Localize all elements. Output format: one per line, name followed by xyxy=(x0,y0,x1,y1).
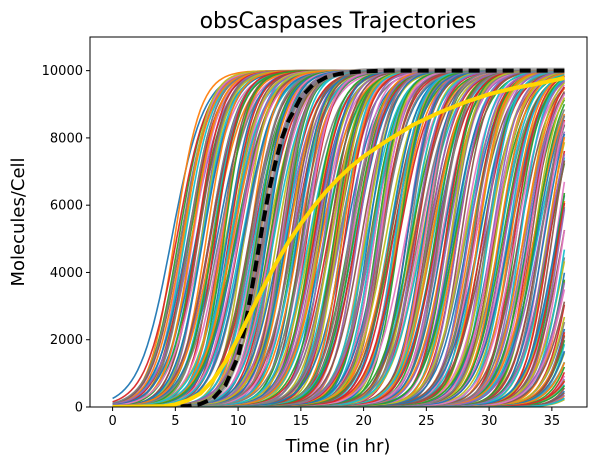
trajectory-line xyxy=(112,70,565,407)
trajectory-line xyxy=(112,74,565,407)
trajectory-line xyxy=(112,195,566,407)
trajectory-line xyxy=(112,99,566,407)
trajectory-line xyxy=(112,109,566,407)
trajectory-line xyxy=(112,79,565,407)
y-tick-label: 10000 xyxy=(42,64,83,79)
trajectory-line xyxy=(112,125,566,407)
trajectory-line xyxy=(112,163,566,407)
trajectory-line xyxy=(112,70,565,407)
trajectory-line xyxy=(112,92,566,407)
trajectory-line xyxy=(112,153,566,407)
trajectory-line xyxy=(112,75,565,407)
solid-series-line xyxy=(112,76,565,407)
y-axis-ticks: 0 2000 4000 6000 8000 10000 xyxy=(42,64,90,416)
x-tick-label: 15 xyxy=(293,414,310,429)
y-tick-label: 6000 xyxy=(50,199,83,214)
trajectory-line xyxy=(112,75,565,407)
trajectory-line xyxy=(112,77,565,407)
x-tick-label: 5 xyxy=(171,414,179,429)
trajectory-line xyxy=(112,70,565,407)
x-tick-label: 20 xyxy=(355,414,372,429)
y-axis-label: Molecules/Cell xyxy=(8,157,29,286)
trajectory-line xyxy=(112,78,565,407)
x-tick-label: 25 xyxy=(418,414,435,429)
trajectory-line xyxy=(112,70,565,407)
trajectory-line xyxy=(112,103,566,407)
y-tick-label: 0 xyxy=(75,401,83,416)
dashed-series-line xyxy=(112,68,565,407)
trajectory-line xyxy=(112,70,565,407)
x-tick-label: 30 xyxy=(481,414,498,429)
trajectory-line xyxy=(112,71,565,407)
trajectory-line xyxy=(112,72,565,407)
y-tick-label: 8000 xyxy=(50,131,83,146)
trajectory-line xyxy=(112,289,566,407)
x-tick-label: 0 xyxy=(108,414,116,429)
trajectory-line xyxy=(112,72,565,407)
trajectory-line xyxy=(112,69,565,407)
trajectory-line xyxy=(112,84,565,407)
trajectory-line xyxy=(112,72,565,407)
summary-series xyxy=(112,67,565,407)
x-tick-label: 35 xyxy=(544,414,561,429)
trajectory-line xyxy=(112,75,565,407)
trajectory-line xyxy=(112,157,566,407)
trajectory-line xyxy=(112,72,565,407)
x-axis-ticks: 0 5 10 15 20 25 30 35 xyxy=(108,407,560,429)
x-tick-label: 10 xyxy=(230,414,247,429)
trajectory-line xyxy=(112,69,565,407)
trajectory-line xyxy=(112,70,565,407)
chart-title: obsCaspases Trajectories xyxy=(200,9,477,34)
trajectory-line xyxy=(112,69,565,407)
trajectory-line xyxy=(112,86,566,407)
trajectory-line xyxy=(112,92,566,407)
y-tick-label: 2000 xyxy=(50,333,83,348)
x-axis-label: Time (in hr) xyxy=(285,436,391,457)
trajectory-line xyxy=(112,119,566,407)
trajectory-line xyxy=(112,69,565,407)
trajectory-line xyxy=(112,124,566,407)
plot-frame xyxy=(89,36,588,408)
trajectory-line xyxy=(112,70,565,407)
trajectory-line xyxy=(112,70,565,407)
y-tick-label: 4000 xyxy=(50,266,83,281)
trajectory-line xyxy=(112,131,566,407)
trajectory-line xyxy=(112,113,566,407)
trajectory-line xyxy=(112,87,566,407)
trajectory-line xyxy=(112,79,565,407)
